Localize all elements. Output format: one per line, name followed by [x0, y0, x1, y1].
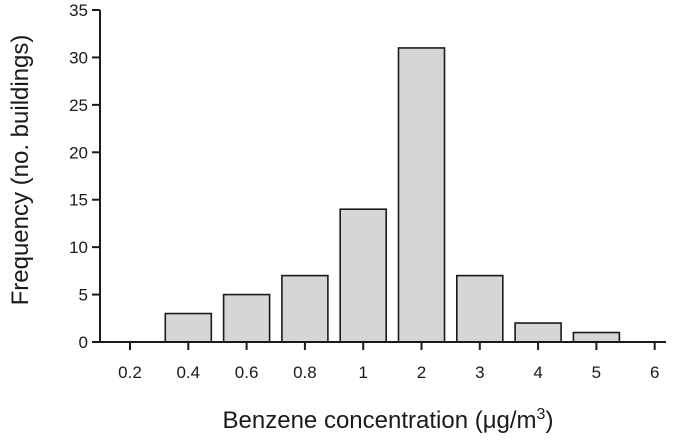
y-tick-label: 20	[69, 143, 88, 162]
y-axis-title: Frequency (no. buildings)	[7, 35, 34, 306]
y-tick-label: 5	[79, 286, 88, 305]
bars-group	[164, 47, 621, 343]
x-tick-label: 4	[533, 363, 542, 382]
bar-4	[514, 322, 562, 343]
x-tick-label: 0.2	[118, 363, 142, 382]
y-tick-label: 30	[69, 48, 88, 67]
y-tick-label: 10	[69, 238, 88, 257]
bar-1	[339, 208, 388, 343]
y-tick-label: 0	[79, 333, 88, 352]
x-axis-title: Benzene concentration (μg/m3)	[223, 406, 554, 434]
x-axis-title-superscript: 3	[537, 406, 546, 423]
x-axis-title-end: )	[545, 407, 553, 434]
bar-3	[455, 274, 504, 343]
bar-2	[397, 47, 446, 343]
x-ticks-group: 0.2 0.4 0.6 0.8 1 2 3 4 5 6	[118, 342, 659, 382]
axes-group	[99, 10, 666, 343]
x-tick-label: 0.6	[235, 363, 259, 382]
x-tick-label: 2	[417, 363, 426, 382]
bar-0.6	[222, 293, 271, 343]
x-axis-title-main: Benzene concentration (μg/m	[223, 407, 537, 434]
y-tick-label: 35	[69, 1, 88, 20]
x-tick-label: 0.4	[176, 363, 200, 382]
x-tick-label: 3	[475, 363, 484, 382]
bar-0.4	[164, 312, 213, 343]
x-tick-label: 1	[358, 363, 367, 382]
bar-0.8	[281, 274, 329, 343]
y-ticks-group: 0 5 10 15 20 25 30 35	[69, 1, 100, 352]
x-tick-label: 5	[592, 363, 601, 382]
bar-5	[572, 331, 621, 343]
x-tick-label: 0.8	[293, 363, 317, 382]
x-tick-label: 6	[650, 363, 659, 382]
y-tick-label: 15	[69, 191, 88, 210]
y-tick-label: 25	[69, 96, 88, 115]
